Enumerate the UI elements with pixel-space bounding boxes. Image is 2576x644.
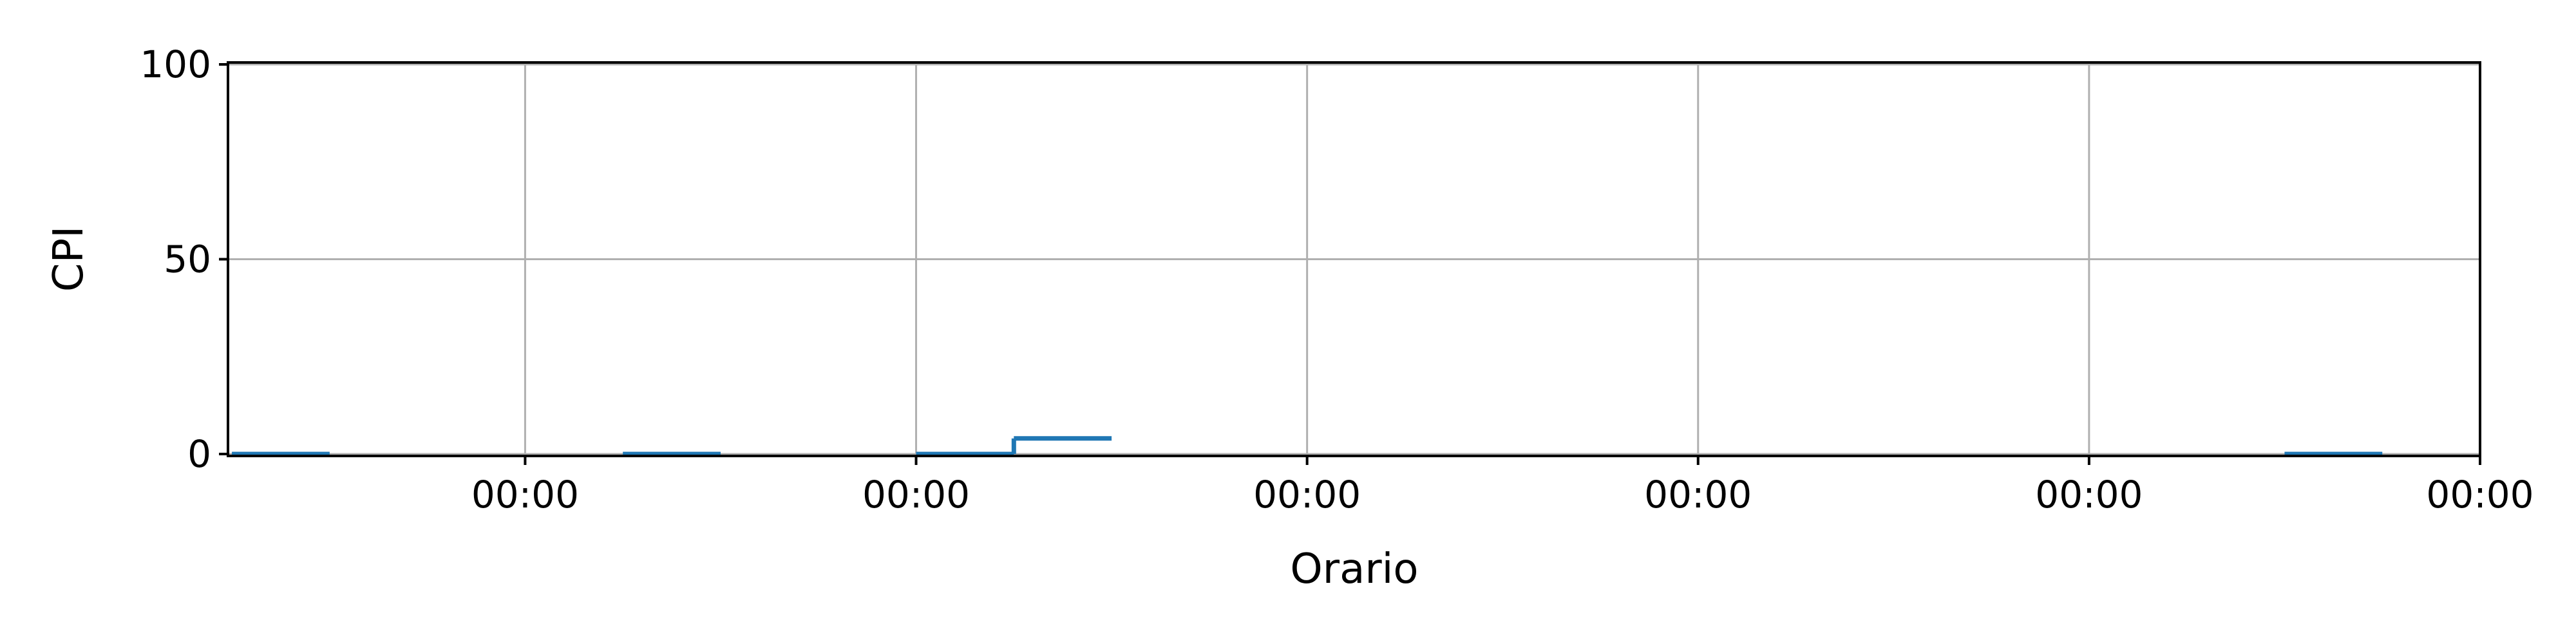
x-tick-label: 00:00 [2035, 473, 2143, 516]
y-axis-label: CPI [45, 226, 93, 292]
series-line-group [232, 436, 2383, 457]
x-tick-label: 00:00 [1253, 473, 1361, 516]
y-tick-label: 50 [164, 238, 211, 281]
x-axis-ticks: 00:00 00:00 00:00 00:00 00:00 00:00 [471, 456, 2534, 516]
x-tick-label: 00:00 [862, 473, 970, 516]
x-tick-label: 00:00 [471, 473, 579, 516]
x-tick-label: 00:00 [1644, 473, 1752, 516]
x-axis-label: Orario [1290, 545, 1418, 593]
y-tick-label: 0 [187, 432, 211, 476]
x-tick-label: 00:00 [2426, 473, 2533, 516]
y-tick-label: 100 [140, 43, 211, 86]
y-axis-ticks: 0 50 100 [140, 43, 228, 476]
